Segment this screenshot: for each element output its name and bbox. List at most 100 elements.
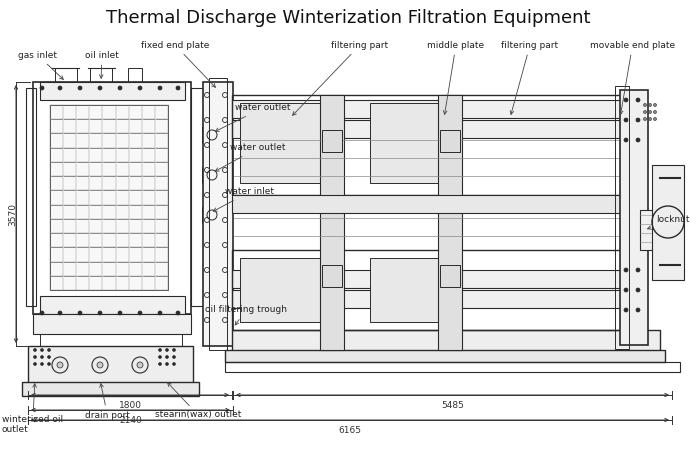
Circle shape: [654, 104, 656, 107]
Circle shape: [644, 104, 647, 107]
Circle shape: [58, 311, 62, 315]
Bar: [90, 68, 112, 82]
Circle shape: [649, 104, 651, 107]
Bar: [232, 250, 622, 330]
Circle shape: [118, 311, 122, 315]
Circle shape: [137, 362, 143, 368]
Circle shape: [654, 110, 656, 114]
Text: fixed end plate: fixed end plate: [141, 40, 216, 87]
Circle shape: [159, 355, 161, 359]
Circle shape: [624, 268, 628, 272]
Bar: [240, 103, 320, 183]
Circle shape: [624, 118, 628, 122]
Bar: [232, 100, 622, 118]
Bar: [225, 362, 680, 372]
Bar: [55, 68, 77, 82]
Bar: [440, 130, 460, 152]
Circle shape: [57, 362, 63, 368]
Circle shape: [40, 349, 43, 351]
Circle shape: [33, 362, 36, 365]
Bar: [232, 120, 622, 138]
Text: 6165: 6165: [338, 426, 361, 435]
Text: 5485: 5485: [441, 401, 464, 410]
Bar: [128, 68, 142, 82]
Circle shape: [138, 311, 142, 315]
Circle shape: [636, 268, 640, 272]
Circle shape: [159, 349, 161, 351]
Bar: [322, 130, 342, 152]
Bar: [202, 127, 220, 143]
Circle shape: [636, 98, 640, 102]
Bar: [370, 103, 450, 183]
Bar: [322, 265, 342, 287]
Bar: [40, 296, 185, 314]
Bar: [232, 195, 622, 213]
Bar: [232, 290, 622, 308]
Circle shape: [636, 118, 640, 122]
Text: drain port: drain port: [85, 384, 130, 420]
Bar: [620, 90, 648, 345]
Circle shape: [636, 138, 640, 142]
Bar: [652, 165, 684, 280]
Bar: [50, 105, 168, 290]
Circle shape: [78, 311, 82, 315]
Bar: [202, 207, 220, 223]
Circle shape: [644, 118, 647, 120]
Bar: [26, 88, 36, 306]
Circle shape: [40, 86, 44, 90]
Bar: [615, 86, 629, 349]
Bar: [370, 258, 450, 322]
Text: locknut: locknut: [647, 216, 690, 229]
Circle shape: [158, 311, 162, 315]
Text: middle plate: middle plate: [427, 40, 484, 114]
Bar: [33, 314, 191, 334]
Bar: [40, 334, 182, 346]
Circle shape: [47, 349, 51, 351]
Bar: [33, 82, 191, 314]
Circle shape: [40, 355, 43, 359]
Text: water outlet: water outlet: [215, 104, 290, 131]
Text: 1800: 1800: [118, 401, 141, 410]
Bar: [209, 78, 227, 350]
Bar: [28, 346, 193, 384]
Circle shape: [58, 86, 62, 90]
Text: Thermal Discharge Winterization Filtration Equipment: Thermal Discharge Winterization Filtrati…: [106, 9, 590, 27]
Circle shape: [624, 138, 628, 142]
Bar: [232, 330, 660, 352]
Text: 3570: 3570: [8, 202, 17, 225]
Circle shape: [636, 288, 640, 292]
Text: winterized oil
outlet: winterized oil outlet: [2, 384, 63, 434]
Circle shape: [40, 362, 43, 365]
Text: oil inlet: oil inlet: [85, 50, 119, 78]
Circle shape: [40, 311, 44, 315]
Circle shape: [33, 355, 36, 359]
Text: oil filtering trough: oil filtering trough: [205, 305, 287, 325]
Text: water outlet: water outlet: [215, 143, 285, 171]
Circle shape: [649, 118, 651, 120]
Circle shape: [47, 355, 51, 359]
Circle shape: [624, 98, 628, 102]
Bar: [203, 82, 233, 346]
Bar: [232, 270, 622, 288]
Bar: [640, 210, 656, 250]
Circle shape: [649, 110, 651, 114]
Circle shape: [166, 349, 168, 351]
Circle shape: [624, 288, 628, 292]
Bar: [225, 350, 665, 362]
Bar: [22, 382, 199, 396]
Circle shape: [47, 362, 51, 365]
Circle shape: [173, 355, 175, 359]
Circle shape: [98, 86, 102, 90]
Circle shape: [173, 349, 175, 351]
Circle shape: [644, 110, 647, 114]
Circle shape: [98, 311, 102, 315]
Bar: [240, 258, 320, 322]
Circle shape: [158, 86, 162, 90]
Bar: [232, 95, 622, 195]
Text: gas inlet: gas inlet: [18, 50, 63, 79]
Circle shape: [654, 118, 656, 120]
Circle shape: [636, 308, 640, 312]
Text: 2140: 2140: [119, 416, 142, 425]
Text: water inlet: water inlet: [213, 187, 274, 211]
Circle shape: [118, 86, 122, 90]
